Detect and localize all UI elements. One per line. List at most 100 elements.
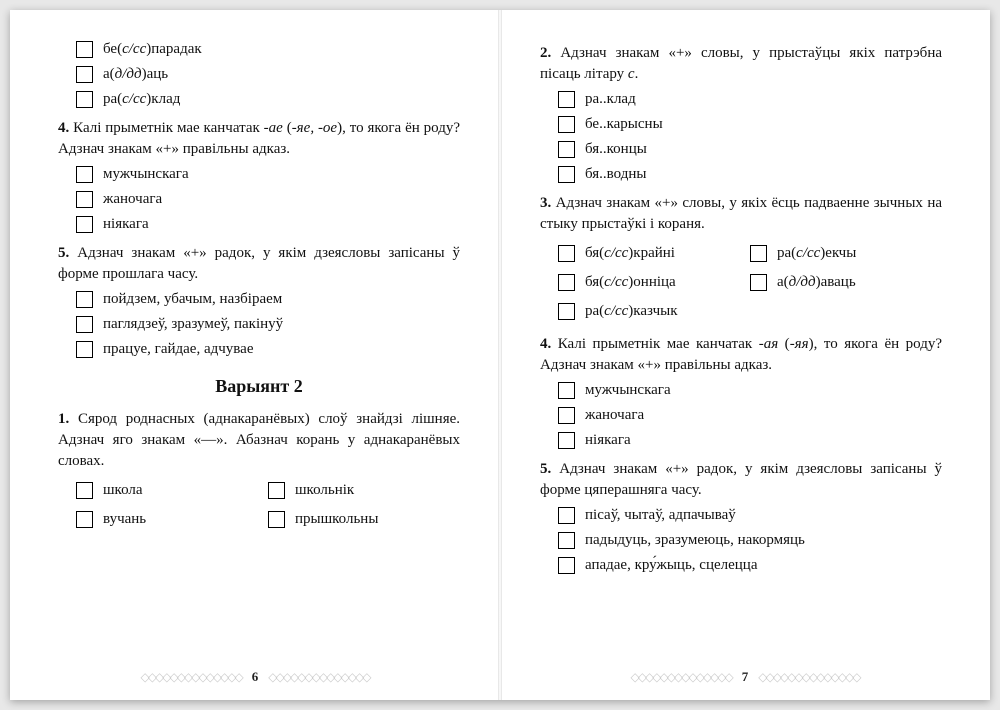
checkbox-icon[interactable] [76, 41, 93, 58]
option-text: працуе, гайдае, адчувае [103, 339, 254, 360]
option-item: ра(с/сс)казчык [558, 301, 750, 322]
option-text: ніякага [103, 214, 149, 235]
question-text: Калі прыметнік мае канчатак -ае (-яе, -о… [58, 120, 460, 157]
right-page: 2. Адзнач знакам «+» словы, у прыстаўцы … [500, 10, 990, 700]
option-text: а(д/дд)аць [103, 64, 168, 85]
question-text: Адзнач знакам «+» словы, у прыстаўцы які… [540, 45, 942, 82]
option-text: мужчынскага [103, 164, 189, 185]
option-item: бя..водны [558, 164, 942, 185]
question-text: Адзнач знакам «+» словы, у якіх ёсць пад… [540, 195, 942, 232]
checkbox-icon[interactable] [558, 507, 575, 524]
ornament-icon: ◇◇◇◇◇◇◇◇◇◇◇◇◇◇ [268, 670, 369, 685]
ornament-icon: ◇◇◇◇◇◇◇◇◇◇◇◇◇◇ [758, 670, 859, 685]
checkbox-icon[interactable] [750, 245, 767, 262]
option-text: ра(с/сс)екчы [777, 243, 856, 264]
checkbox-icon[interactable] [76, 341, 93, 358]
option-item: ра(с/сс)екчы [750, 243, 942, 264]
option-item: жаночага [558, 405, 942, 426]
option-text: вучань [103, 509, 146, 530]
question-number: 1. [58, 411, 69, 427]
options-group: мужчынскага жаночага ніякага [76, 164, 460, 235]
option-text: ападае, кру́жыць, сцелецца [585, 555, 758, 576]
question-number: 5. [540, 461, 551, 477]
checkbox-icon[interactable] [76, 216, 93, 233]
checkbox-icon[interactable] [76, 482, 93, 499]
question-1: 1. Сярод роднасных (аднакаранёвых) слоў … [58, 409, 460, 472]
option-item: працуе, гайдае, адчувае [76, 339, 460, 360]
option-item: пісаў, чытаў, адпачываў [558, 505, 942, 526]
option-item: ападае, кру́жыць, сцелецца [558, 555, 942, 576]
option-item: паглядзеў, зразумеў, пакінуў [76, 314, 460, 335]
page-number: 7 [742, 669, 749, 685]
option-text: ніякага [585, 430, 631, 451]
option-item: бя(с/сс)онніца [558, 272, 750, 293]
option-item: ра(с/сс)клад [76, 89, 460, 110]
option-item: ра..клад [558, 89, 942, 110]
checkbox-icon[interactable] [558, 141, 575, 158]
top-options-group: бе(с/сс)парадак а(д/дд)аць ра(с/сс)клад [76, 39, 460, 110]
question-4: 4. Калі прыметнік мае канчатак -ая (-яя)… [540, 334, 942, 376]
question-5: 5. Адзнач знакам «+» радок, у якім дзеяс… [540, 459, 942, 501]
option-text: ра(с/сс)казчык [585, 301, 678, 322]
checkbox-icon[interactable] [558, 303, 575, 320]
option-item: школа [76, 480, 268, 501]
variant-heading: Варыянт 2 [58, 374, 460, 399]
checkbox-icon[interactable] [76, 511, 93, 528]
option-text: пісаў, чытаў, адпачываў [585, 505, 736, 526]
ornament-icon: ◇◇◇◇◇◇◇◇◇◇◇◇◇◇ [631, 670, 732, 685]
option-item: школьнік [268, 480, 460, 501]
option-item: ніякага [76, 214, 460, 235]
checkbox-icon[interactable] [76, 191, 93, 208]
question-text: Калі прыметнік мае канчатак -ая (-яя), т… [540, 336, 942, 373]
option-text: жаночага [585, 405, 644, 426]
options-group-two-col: школа школьнік вучань прышкольны [76, 476, 460, 534]
option-text: жаночага [103, 189, 162, 210]
checkbox-icon[interactable] [268, 482, 285, 499]
options-group: пойдзем, убачым, назбіраем паглядзеў, зр… [76, 289, 460, 360]
checkbox-icon[interactable] [76, 291, 93, 308]
left-content: бе(с/сс)парадак а(д/дд)аць ра(с/сс)клад … [58, 35, 460, 660]
checkbox-icon[interactable] [558, 382, 575, 399]
option-item: вучань [76, 509, 268, 530]
checkbox-icon[interactable] [76, 166, 93, 183]
option-text: бе..карысны [585, 114, 663, 135]
page-footer: ◇◇◇◇◇◇◇◇◇◇◇◇◇◇ 7 ◇◇◇◇◇◇◇◇◇◇◇◇◇◇ [500, 662, 990, 692]
option-item: мужчынскага [558, 380, 942, 401]
checkbox-icon[interactable] [558, 116, 575, 133]
option-item: прышкольны [268, 509, 460, 530]
option-item: бе(с/сс)парадак [76, 39, 460, 60]
option-item: жаночага [76, 189, 460, 210]
option-item: ніякага [558, 430, 942, 451]
checkbox-icon[interactable] [558, 532, 575, 549]
question-text: Сярод роднасных (аднакаранёвых) слоў зна… [58, 411, 460, 469]
checkbox-icon[interactable] [268, 511, 285, 528]
option-item: а(д/дд)аць [76, 64, 460, 85]
option-item: а(д/дд)аваць [750, 272, 942, 293]
option-item: пойдзем, убачым, назбіраем [76, 289, 460, 310]
checkbox-icon[interactable] [558, 274, 575, 291]
question-4: 4. Калі прыметнік мае канчатак -ае (-яе,… [58, 118, 460, 160]
question-number: 5. [58, 245, 69, 261]
book-spread: бе(с/сс)парадак а(д/дд)аць ра(с/сс)клад … [10, 10, 990, 700]
option-text: паглядзеў, зразумеў, пакінуў [103, 314, 283, 335]
question-2: 2. Адзнач знакам «+» словы, у прыстаўцы … [540, 43, 942, 85]
checkbox-icon[interactable] [558, 432, 575, 449]
checkbox-icon[interactable] [750, 274, 767, 291]
option-text: бя(с/сс)онніца [585, 272, 676, 293]
question-number: 3. [540, 195, 551, 211]
option-text: бе(с/сс)парадак [103, 39, 202, 60]
option-item: бя(с/сс)крайні [558, 243, 750, 264]
checkbox-icon[interactable] [558, 91, 575, 108]
option-text: школа [103, 480, 143, 501]
checkbox-icon[interactable] [558, 166, 575, 183]
checkbox-icon[interactable] [76, 316, 93, 333]
checkbox-icon[interactable] [558, 245, 575, 262]
page-number: 6 [252, 669, 259, 685]
option-text: ра(с/сс)клад [103, 89, 180, 110]
checkbox-icon[interactable] [558, 407, 575, 424]
checkbox-icon[interactable] [558, 557, 575, 574]
left-page: бе(с/сс)парадак а(д/дд)аць ра(с/сс)клад … [10, 10, 500, 700]
checkbox-icon[interactable] [76, 91, 93, 108]
checkbox-icon[interactable] [76, 66, 93, 83]
option-text: пойдзем, убачым, назбіраем [103, 289, 282, 310]
